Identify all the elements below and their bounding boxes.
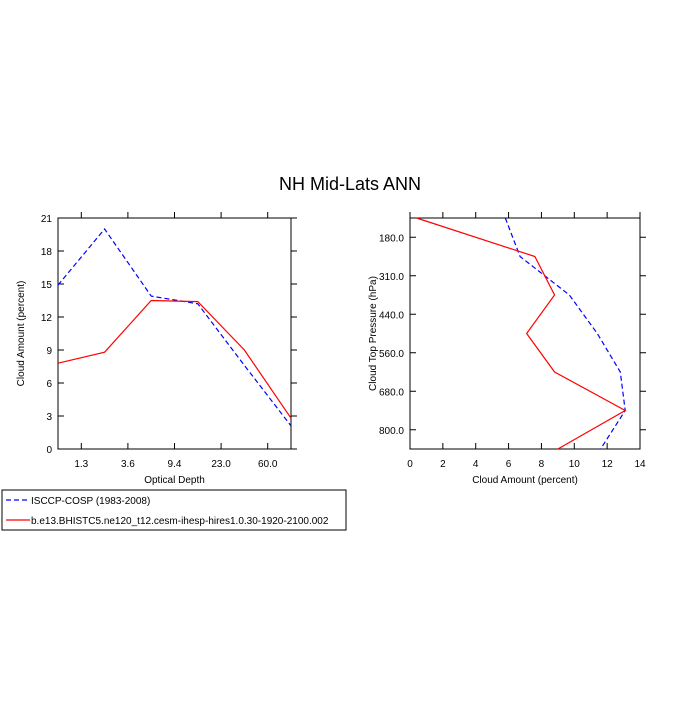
y-axis-label: Cloud Amount (percent) [16,281,27,387]
x-axis-label: Optical Depth [144,475,205,486]
y-tick-label: 6 [46,379,52,390]
x-tick-label: 9.4 [168,459,182,470]
series-line [57,299,292,419]
x-tick-label: 60.0 [258,459,278,470]
y-axis-label: Cloud Top Pressure (hPa) [368,276,379,391]
y-tick-label: 12 [41,313,53,324]
x-tick-label: 23.0 [211,459,231,470]
series-line [57,228,292,427]
x-tick-label: 10 [569,459,581,470]
y-tick-label: 9 [46,346,52,357]
y-tick-label: 3 [46,412,52,423]
y-tick-label: 560.0 [379,349,404,360]
x-tick-label: 14 [634,459,646,470]
x-tick-label: 4 [473,459,479,470]
x-tick-label: 3.6 [121,459,135,470]
y-tick-label: 180.0 [379,233,404,244]
x-axis-label: Cloud Amount (percent) [472,475,578,486]
y-tick-label: 680.0 [379,387,404,398]
x-tick-label: 6 [506,459,512,470]
x-tick-label: 12 [602,459,614,470]
y-tick-label: 0 [46,445,52,456]
y-tick-label: 310.0 [379,272,404,283]
y-tick-label: 440.0 [379,310,404,321]
legend-label: ISCCP-COSP (1983-2008) [31,496,150,507]
y-tick-label: 18 [41,247,53,258]
plot-frame [57,217,292,450]
x-tick-label: 0 [407,459,413,470]
chart-title: NH Mid-Lats ANN [279,174,421,194]
y-tick-label: 800.0 [379,426,404,437]
x-tick-label: 2 [440,459,446,470]
y-tick-label: 21 [41,214,53,225]
x-tick-label: 8 [539,459,545,470]
x-tick-label: 1.3 [74,459,88,470]
legend-box [1,489,347,531]
series-line [416,217,627,450]
legend-label: b.e13.BHISTC5.ne120_t12.cesm-ihesp-hires… [31,516,329,527]
y-tick-label: 15 [41,280,53,291]
plot-frame [409,217,641,450]
